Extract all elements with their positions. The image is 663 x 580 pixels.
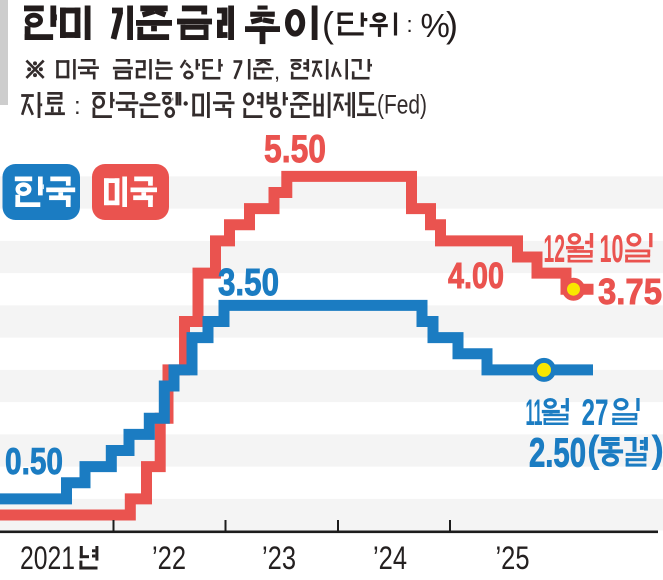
svg-text:27: 27 bbox=[582, 392, 609, 433]
svg-text:11: 11 bbox=[526, 392, 543, 433]
svg-text::: : bbox=[74, 93, 81, 120]
svg-text:12: 12 bbox=[544, 228, 566, 271]
svg-text:): ) bbox=[651, 429, 663, 471]
svg-text:): ) bbox=[446, 4, 458, 45]
svg-text:’22: ’22 bbox=[152, 540, 186, 575]
svg-text:’23: ’23 bbox=[262, 540, 296, 575]
svg-text:’25: ’25 bbox=[496, 540, 530, 575]
svg-text:(: ( bbox=[587, 429, 600, 471]
svg-text:3.75: 3.75 bbox=[598, 271, 662, 312]
svg-text:%: % bbox=[421, 7, 450, 44]
svg-text:’24: ’24 bbox=[373, 540, 407, 575]
svg-text:4.00: 4.00 bbox=[448, 255, 504, 296]
svg-text:2.50: 2.50 bbox=[529, 430, 586, 476]
svg-text:0.50: 0.50 bbox=[5, 441, 63, 482]
svg-text:5.50: 5.50 bbox=[264, 128, 326, 171]
svg-text:2021: 2021 bbox=[20, 540, 75, 575]
svg-text:3.50: 3.50 bbox=[218, 262, 279, 304]
svg-text:(: ( bbox=[322, 4, 334, 45]
svg-text::: : bbox=[407, 12, 413, 37]
svg-text:(Fed): (Fed) bbox=[377, 90, 427, 120]
svg-text:,: , bbox=[274, 59, 280, 84]
svg-text:10: 10 bbox=[600, 228, 624, 271]
